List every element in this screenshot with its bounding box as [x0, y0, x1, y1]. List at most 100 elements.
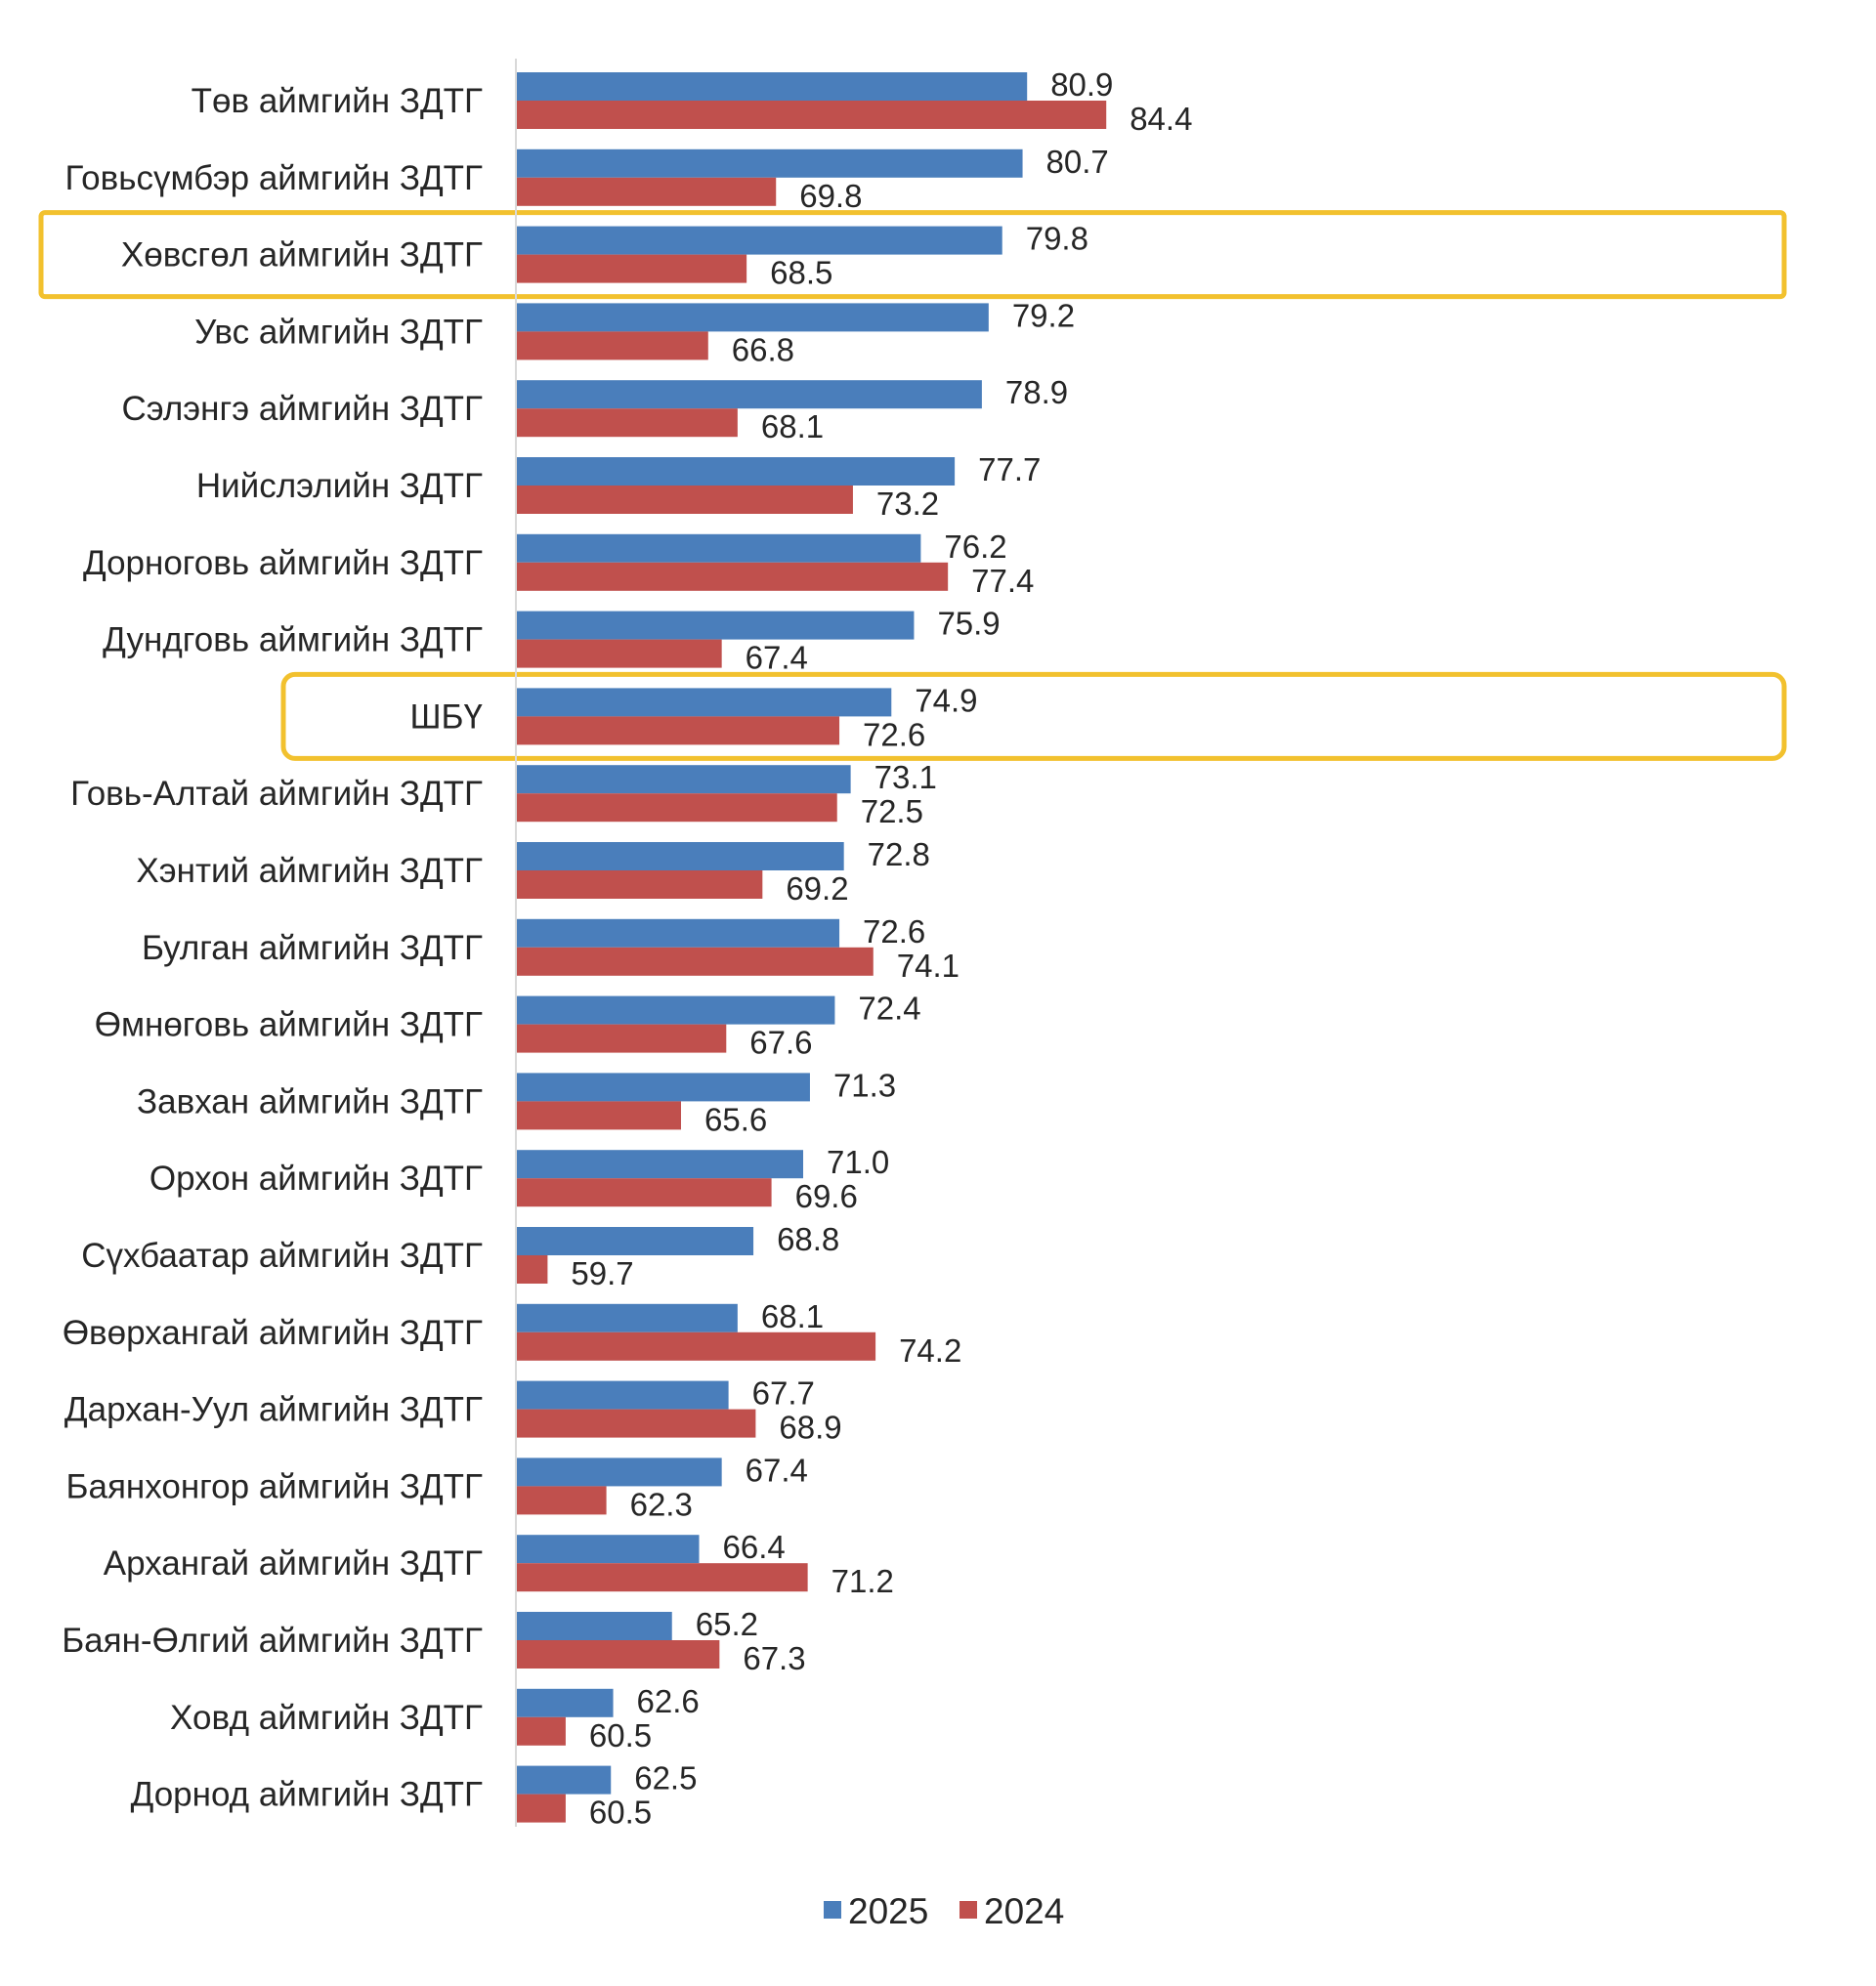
value-label-2025: 72.6 [863, 913, 925, 950]
value-label-2024: 60.5 [589, 1795, 652, 1831]
bar-2024 [516, 562, 949, 591]
value-label-2025: 66.4 [723, 1529, 786, 1565]
value-label-2025: 71.3 [833, 1067, 896, 1103]
legend-label-2025: 2025 [848, 1891, 928, 1931]
value-label-2025: 72.8 [868, 836, 930, 872]
category-label: Төв аймгийн ЗДТГ [192, 82, 483, 120]
bar-2025 [516, 995, 835, 1025]
value-label-2024: 84.4 [1130, 101, 1192, 137]
value-label-2024: 60.5 [589, 1717, 652, 1754]
bar-2025 [516, 1150, 804, 1179]
value-label-2025: 73.1 [874, 759, 937, 795]
category-label: Увс аймгийн ЗДТГ [194, 313, 483, 351]
value-label-2025: 68.8 [777, 1221, 839, 1257]
value-label-2024: 68.1 [761, 408, 824, 444]
value-label-2024: 74.1 [897, 948, 959, 984]
value-label-2025: 72.4 [858, 991, 920, 1027]
highlight-boxes [38, 210, 1787, 761]
value-label-2024: 68.9 [779, 1410, 841, 1446]
category-label: Дорнод аймгийн ЗДТГ [131, 1776, 483, 1814]
bar-2025 [516, 72, 1028, 101]
value-label-2024: 67.6 [749, 1025, 812, 1061]
category-label: Дархан-Уул аймгийн ЗДТГ [64, 1391, 483, 1429]
bar-2025 [516, 1303, 738, 1332]
bar-2024 [516, 1563, 808, 1592]
category-label: Сүхбаатар аймгийн ЗДТГ [81, 1237, 483, 1275]
bar-2025 [516, 1765, 612, 1795]
bar-2024 [516, 254, 747, 283]
value-label-2024: 65.6 [704, 1101, 767, 1137]
category-label: Өвөрхангай аймгийн ЗДТГ [63, 1314, 483, 1352]
bar-2025 [516, 842, 844, 870]
value-label-2025: 79.2 [1012, 297, 1075, 333]
value-label-2025: 71.0 [827, 1144, 889, 1180]
value-label-2024: 62.3 [630, 1486, 693, 1522]
bar-2024 [516, 793, 837, 823]
category-label: Хэнтий аймгийн ЗДТГ [136, 852, 483, 890]
bar-2025 [516, 1535, 700, 1564]
category-label: Дундговь аймгийн ЗДТГ [103, 621, 483, 659]
value-label-2024: 68.5 [770, 255, 832, 291]
highlight-box [280, 671, 1787, 761]
value-label-2025: 67.7 [752, 1375, 815, 1412]
value-label-2024: 69.8 [799, 178, 862, 214]
bar-2025 [516, 226, 1002, 255]
value-label-2025: 75.9 [937, 606, 1000, 642]
value-label-2025: 65.2 [696, 1606, 758, 1642]
value-label-2025: 68.1 [761, 1298, 824, 1334]
category-label: Нийслэлийн ЗДТГ [196, 467, 483, 505]
bar-2024 [516, 639, 722, 668]
category-label: Сэлэнгэ аймгийн ЗДТГ [122, 390, 484, 428]
value-label-2025: 62.5 [634, 1760, 697, 1796]
category-labels: Төв аймгийн ЗДТГ Говьсүмбэр аймгийн ЗДТГ Х… [62, 82, 483, 1814]
bar-2025 [516, 611, 915, 640]
bar-2025 [516, 533, 921, 563]
bar-2024 [516, 1794, 566, 1823]
bar-2025 [516, 303, 989, 332]
category-label: Баянхонгор аймгийн ЗДТГ [66, 1467, 483, 1505]
category-label: Баян-Өлгий аймгийн ЗДТГ [62, 1622, 483, 1660]
value-label-2025: 78.9 [1005, 374, 1068, 410]
bar-2024 [516, 716, 840, 745]
category-label: ШБҮ [409, 697, 483, 736]
bar-2025 [516, 1073, 810, 1102]
value-label-2025: 74.9 [915, 682, 977, 718]
value-label-2024: 73.2 [876, 486, 939, 522]
value-label-2025: 79.8 [1026, 221, 1088, 257]
bar-2025 [516, 1380, 729, 1410]
category-label: Өмнөговь аймгийн ЗДТГ [95, 1006, 483, 1044]
value-labels: 80.9 84.4 80.7 69.8 79.8 68.5 79.2 66.8 78.9 68.1… [571, 66, 1192, 1831]
legend-label-2024: 2024 [984, 1891, 1064, 1931]
bar-2025 [516, 688, 892, 717]
category-label: Хөвсгөл аймгийн ЗДТГ [121, 236, 483, 275]
value-label-2025: 67.4 [746, 1452, 808, 1488]
value-label-2024: 66.8 [732, 331, 794, 367]
bar-2024 [516, 1640, 720, 1669]
bar-2024 [516, 1255, 548, 1284]
bar-2025 [516, 1688, 614, 1717]
bar-2024 [516, 408, 738, 438]
legend-swatch-2024 [959, 1901, 977, 1919]
bars-group [516, 72, 1107, 1823]
bar-2024 [516, 1024, 727, 1053]
bar-2025 [516, 765, 851, 794]
bar-2025 [516, 457, 956, 486]
highlight-box [38, 210, 1787, 300]
value-label-2024: 72.6 [863, 716, 925, 752]
bar-2024 [516, 331, 708, 360]
value-label-2024: 69.2 [786, 870, 848, 907]
value-label-2024: 77.4 [971, 563, 1034, 599]
bar-2024 [516, 177, 777, 206]
bar-2024 [516, 1101, 681, 1130]
category-label: Дорноговь аймгийн ЗДТГ [83, 544, 483, 582]
bar-2025 [516, 1227, 754, 1255]
bar-2024 [516, 1486, 607, 1515]
value-label-2025: 77.7 [978, 451, 1041, 487]
category-label: Орхон аймгийн ЗДТГ [149, 1160, 483, 1198]
value-label-2024: 67.3 [743, 1640, 805, 1676]
bar-2025 [516, 918, 840, 948]
bar-2024 [516, 947, 874, 976]
bar-2024 [516, 870, 763, 899]
value-label-2024: 69.6 [795, 1178, 858, 1214]
